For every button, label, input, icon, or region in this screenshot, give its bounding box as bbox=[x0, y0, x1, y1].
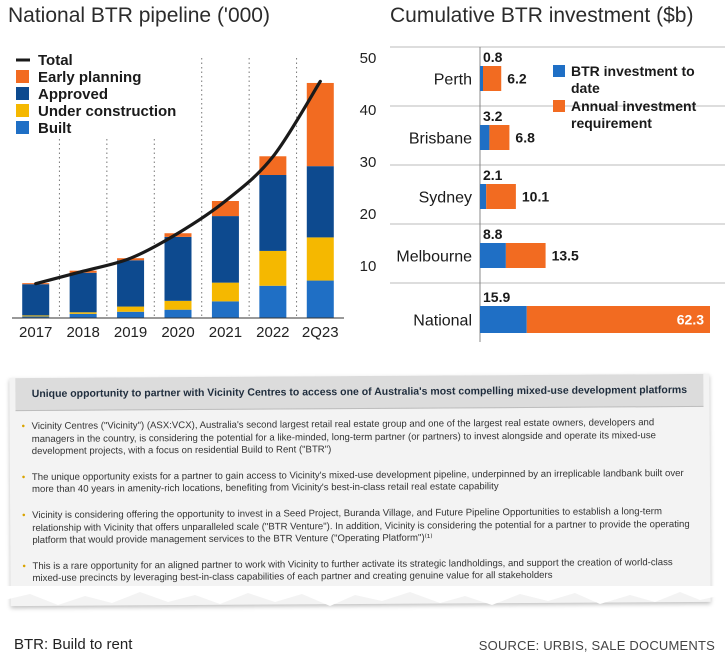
bar-annual-requirement bbox=[483, 66, 502, 91]
data-label-to-date: 3.2 bbox=[483, 108, 503, 124]
bar-investment-to-date bbox=[480, 184, 487, 209]
bar-annual-requirement bbox=[489, 125, 510, 150]
y-tick-label: 20 bbox=[360, 206, 377, 223]
category-label: National bbox=[413, 313, 472, 330]
document-bullet: • Vicinity Centres ("Vicinity") (ASX:VCX)… bbox=[22, 417, 692, 459]
legend-swatch bbox=[16, 104, 29, 117]
total-line bbox=[34, 79, 322, 286]
data-label-annual: 62.3 bbox=[677, 312, 704, 328]
bar-segment bbox=[259, 156, 287, 175]
legend-label: Built bbox=[38, 120, 71, 137]
bar-segment bbox=[259, 175, 287, 251]
pipeline-chart-title: National BTR pipeline ('000) bbox=[8, 4, 270, 27]
bar-annual-requirement bbox=[526, 306, 710, 333]
bar-segment bbox=[164, 236, 192, 301]
bar-annual-requirement bbox=[486, 184, 516, 209]
data-label-annual: 13.5 bbox=[552, 248, 579, 264]
pipeline-chart: 10 20 30 40 50 2017 2018 2019 2020 2021 2022 2Q23 To… bbox=[12, 50, 377, 341]
legend-label: date bbox=[571, 80, 600, 96]
document-bullet: • Vicinity is considering offering the op… bbox=[22, 506, 692, 548]
category-label: Perth bbox=[434, 72, 472, 89]
legend-swatch bbox=[16, 121, 29, 134]
investment-chart: Perth 0.86.2 Brisbane 3.2 6.8 Sydney 2.1 10.1 Me… bbox=[390, 46, 725, 342]
legend-label: Under construction bbox=[38, 103, 176, 120]
legend-label: requirement bbox=[571, 115, 652, 131]
y-tick-label: 40 bbox=[360, 102, 377, 119]
bar-segment bbox=[69, 272, 97, 313]
bar-investment-to-date bbox=[480, 66, 483, 91]
bar-segment bbox=[69, 313, 97, 318]
y-tick-label: 50 bbox=[360, 50, 377, 67]
bar-segment bbox=[117, 306, 145, 312]
bar-annual-requirement bbox=[505, 243, 546, 268]
document-bullet-text: Vicinity Centres ("Vicinity") (ASX:VCX),… bbox=[31, 417, 656, 458]
bar-segment bbox=[22, 315, 50, 317]
legend-label: Total bbox=[38, 52, 73, 69]
investment-chart-title: Cumulative BTR investment ($b) bbox=[390, 4, 694, 27]
x-tick-label: 2019 bbox=[114, 324, 147, 341]
document-bullet-list: • Vicinity Centres ("Vicinity") (ASX:VCX)… bbox=[10, 407, 711, 586]
data-label-to-date: 2.1 bbox=[483, 167, 503, 183]
legend-background bbox=[12, 50, 190, 139]
legend-label: Annual investment bbox=[571, 98, 697, 114]
document-bullet-text: Vicinity is considering offering the opp… bbox=[32, 506, 690, 547]
document-header: Unique opportunity to partner with Vicin… bbox=[15, 373, 704, 412]
data-label-to-date: 15.9 bbox=[483, 289, 510, 305]
bar-segment bbox=[164, 300, 192, 310]
bar-segment bbox=[306, 280, 334, 318]
sale-document-excerpt: Unique opportunity to partner with Vicin… bbox=[9, 373, 711, 607]
torn-paper-edge bbox=[0, 586, 727, 606]
legend-label: Early planning bbox=[38, 69, 141, 86]
bar-segment bbox=[117, 311, 145, 318]
bar-segment bbox=[22, 284, 50, 316]
data-label-annual: 6.8 bbox=[515, 130, 535, 146]
legend-label: BTR investment to bbox=[571, 63, 695, 79]
bar-investment-to-date bbox=[480, 125, 490, 150]
legend-swatch bbox=[16, 87, 29, 100]
bar-segment bbox=[306, 166, 334, 238]
x-tick-label: 2021 bbox=[209, 324, 242, 341]
data-label-annual: 6.2 bbox=[507, 71, 527, 87]
document-bullet-text: The unique opportunity exists for a part… bbox=[31, 467, 684, 496]
bullet-icon: • bbox=[22, 560, 26, 572]
legend-swatch bbox=[16, 70, 29, 83]
bullet-icon: • bbox=[21, 421, 25, 433]
document-bullet: • The unique opportunity exists for a par… bbox=[22, 467, 692, 497]
bar-investment-to-date bbox=[480, 243, 506, 268]
bar-segment bbox=[306, 237, 334, 281]
x-tick-label: 2Q23 bbox=[302, 324, 339, 341]
y-tick-label: 30 bbox=[360, 154, 377, 171]
x-tick-label: 2017 bbox=[19, 324, 52, 341]
bar-segment bbox=[211, 301, 239, 318]
legend-label: Approved bbox=[38, 86, 108, 103]
bar-segment bbox=[211, 216, 239, 283]
document-bullet-text: This is a rare opportunity for an aligne… bbox=[32, 556, 673, 585]
footnote: BTR: Build to rent bbox=[14, 636, 133, 653]
data-label-to-date: 0.8 bbox=[483, 49, 503, 65]
data-label-to-date: 8.8 bbox=[483, 226, 503, 242]
x-tick-label: 2020 bbox=[161, 324, 194, 341]
legend-swatch bbox=[553, 100, 565, 112]
category-label: Brisbane bbox=[409, 131, 472, 148]
data-label-annual: 10.1 bbox=[522, 189, 549, 205]
source-credit: SOURCE: URBIS, SALE DOCUMENTS bbox=[478, 638, 715, 653]
bar-segment bbox=[69, 312, 97, 314]
bar-investment-to-date bbox=[480, 306, 527, 333]
bar-segment bbox=[117, 260, 145, 307]
bar-segment bbox=[259, 285, 287, 318]
legend-swatch bbox=[553, 65, 565, 77]
bar-segment bbox=[164, 309, 192, 318]
bar-segment bbox=[211, 282, 239, 302]
x-tick-label: 2022 bbox=[256, 324, 289, 341]
category-label: Sydney bbox=[419, 190, 472, 207]
x-tick-label: 2018 bbox=[66, 324, 99, 341]
document-bullet: • This is a rare opportunity for an align… bbox=[22, 556, 692, 586]
category-label: Melbourne bbox=[396, 249, 472, 266]
bullet-icon: • bbox=[21, 471, 26, 483]
bullet-icon: • bbox=[22, 510, 26, 522]
bar-segment bbox=[22, 316, 50, 318]
bar-segment bbox=[259, 250, 287, 286]
y-tick-label: 10 bbox=[360, 258, 377, 275]
